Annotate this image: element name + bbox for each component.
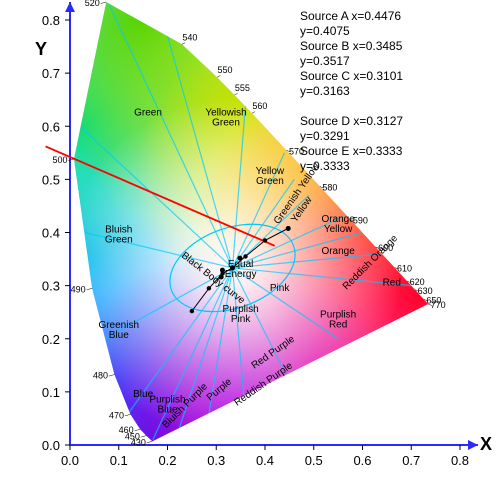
svg-text:0.5: 0.5 — [305, 453, 323, 468]
svg-text:0.6: 0.6 — [353, 453, 371, 468]
y-axis-label: Y — [35, 39, 47, 59]
svg-text:520: 520 — [85, 0, 100, 8]
svg-text:0.3: 0.3 — [207, 453, 225, 468]
source-block: Source A x=0.4476 y=0.4075Source B x=0.3… — [300, 9, 403, 173]
svg-text:0.4: 0.4 — [42, 226, 60, 241]
svg-text:630: 630 — [418, 286, 433, 296]
svg-text:Source A x=0.4476: Source A x=0.4476 — [300, 9, 401, 23]
svg-text:490: 490 — [71, 284, 86, 294]
svg-text:0.0: 0.0 — [61, 453, 79, 468]
svg-text:Red: Red — [383, 278, 401, 289]
chromaticity-fill — [0, 0, 500, 500]
svg-text:Source C x=0.3101: Source C x=0.3101 — [300, 69, 403, 83]
svg-text:0.8: 0.8 — [451, 453, 469, 468]
svg-text:0.3: 0.3 — [42, 279, 60, 294]
svg-text:y=0.3333: y=0.3333 — [300, 159, 350, 173]
svg-text:y=0.3517: y=0.3517 — [300, 54, 350, 68]
svg-text:Orange: Orange — [321, 246, 355, 257]
svg-text:y=0.4075: y=0.4075 — [300, 24, 350, 38]
svg-text:555: 555 — [235, 83, 250, 93]
svg-text:Source B x=0.3485: Source B x=0.3485 — [300, 39, 403, 53]
svg-text:600: 600 — [378, 243, 393, 253]
svg-text:Pink: Pink — [270, 283, 290, 294]
svg-text:0.5: 0.5 — [42, 172, 60, 187]
svg-text:Green: Green — [134, 108, 162, 119]
svg-text:y=0.3163: y=0.3163 — [300, 84, 350, 98]
chromaticity-svg: GreenYellowishGreenYellowGreenGreenish Y… — [0, 0, 500, 500]
svg-text:Blue: Blue — [133, 389, 153, 400]
svg-text:580: 580 — [322, 182, 337, 192]
svg-text:Source E x=0.3333: Source E x=0.3333 — [300, 144, 403, 158]
svg-text:460: 460 — [119, 425, 134, 435]
svg-text:0.0: 0.0 — [42, 438, 60, 453]
svg-text:470: 470 — [109, 410, 124, 420]
svg-text:590: 590 — [353, 216, 368, 226]
svg-text:0.7: 0.7 — [402, 453, 420, 468]
svg-text:y=0.3291: y=0.3291 — [300, 129, 350, 143]
svg-text:Source D x=0.3127: Source D x=0.3127 — [300, 114, 403, 128]
svg-text:0.1: 0.1 — [42, 385, 60, 400]
x-axis-label: X — [480, 434, 492, 454]
svg-text:770: 770 — [431, 300, 446, 310]
svg-text:0.7: 0.7 — [42, 66, 60, 81]
svg-text:560: 560 — [252, 101, 267, 111]
chromaticity-diagram: { "figure": { "type": "chromaticity-diag… — [0, 0, 500, 500]
svg-text:610: 610 — [397, 264, 412, 274]
svg-text:0.1: 0.1 — [110, 453, 128, 468]
svg-text:0.2: 0.2 — [42, 332, 60, 347]
svg-text:OrangeYellow: OrangeYellow — [321, 214, 355, 235]
svg-text:480: 480 — [93, 371, 108, 381]
svg-text:0.8: 0.8 — [42, 13, 60, 28]
svg-text:0.4: 0.4 — [256, 453, 274, 468]
svg-text:0.2: 0.2 — [158, 453, 176, 468]
svg-text:550: 550 — [218, 65, 233, 75]
svg-text:540: 540 — [182, 32, 197, 42]
svg-text:BluishGreen: BluishGreen — [105, 225, 133, 246]
svg-text:0.6: 0.6 — [42, 119, 60, 134]
svg-text:YellowGreen: YellowGreen — [256, 166, 285, 187]
svg-text:EqualEnergy: EqualEnergy — [225, 259, 257, 280]
svg-text:500: 500 — [52, 155, 67, 165]
